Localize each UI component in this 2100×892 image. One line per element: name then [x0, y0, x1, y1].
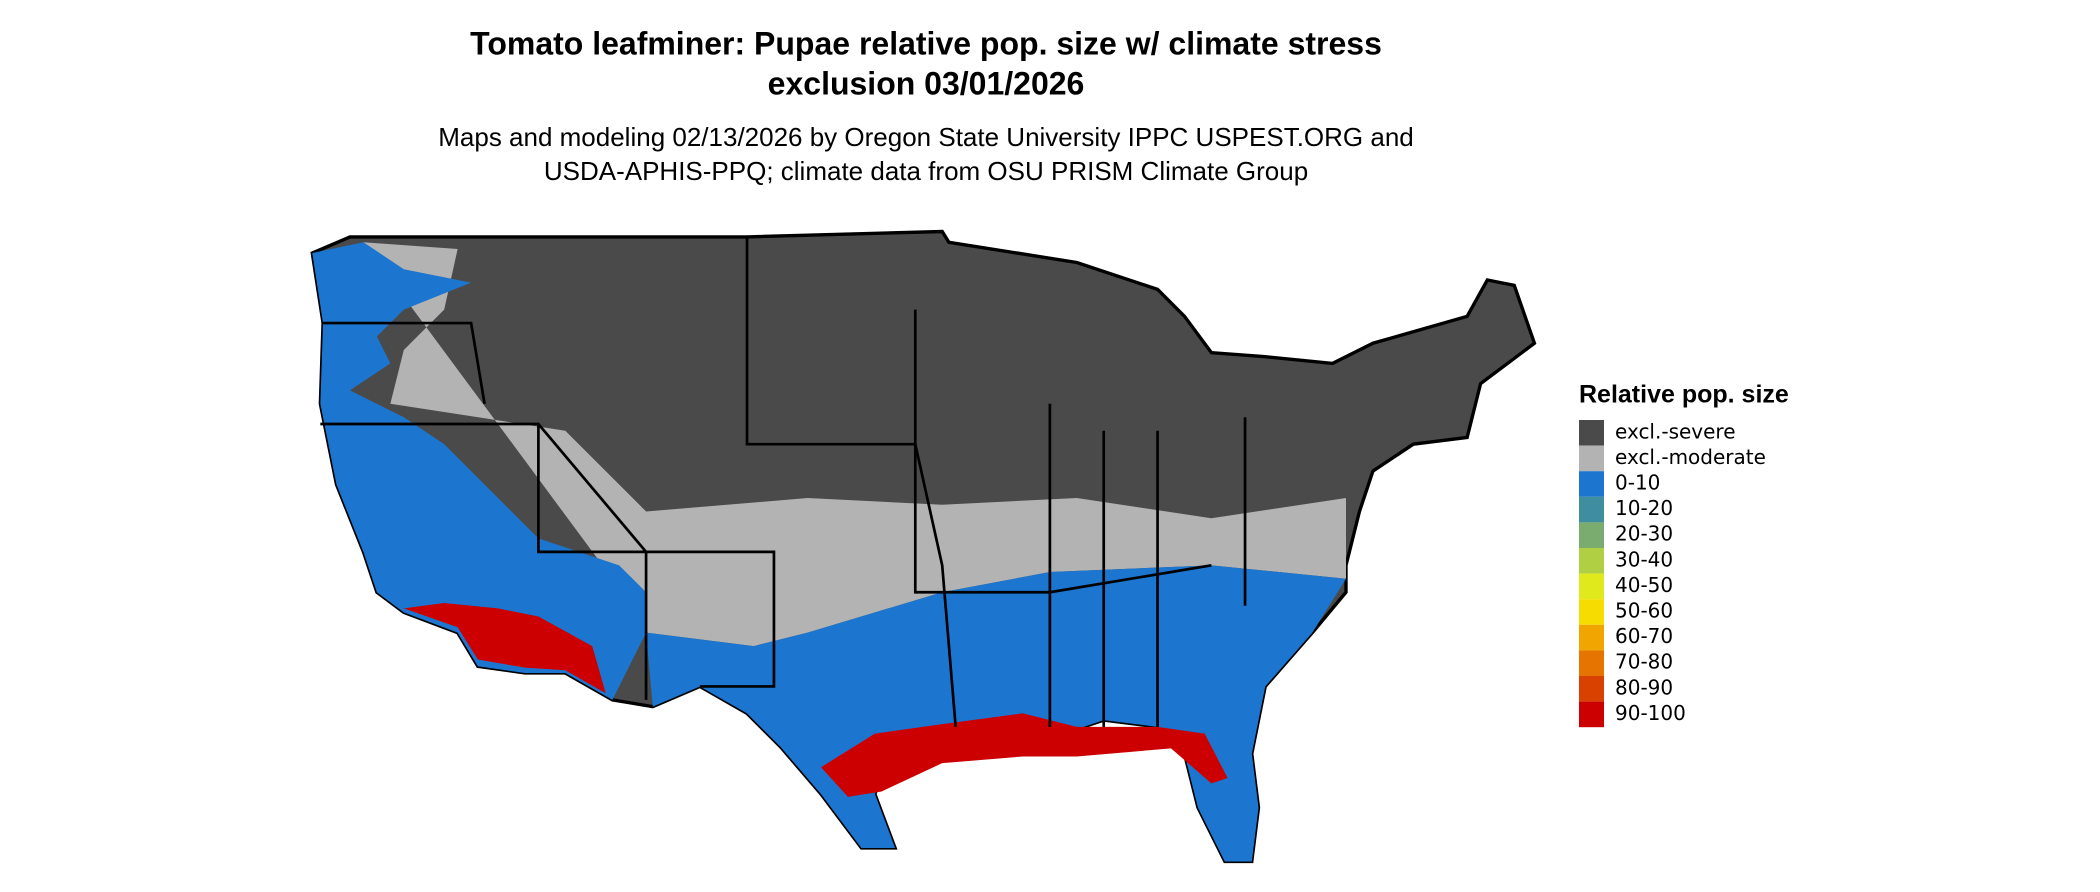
legend-swatch	[1579, 599, 1604, 625]
legend-swatch	[1579, 676, 1604, 702]
map-region-high	[821, 713, 1228, 797]
legend-label: 30-40	[1615, 547, 1673, 571]
subtitle-line: USDA-APHIS-PPQ; climate data from OSU PR…	[544, 156, 1308, 186]
legend-label: 40-50	[1615, 573, 1673, 597]
legend-title: Relative pop. size	[1579, 381, 1789, 409]
legend-label: 70-80	[1615, 650, 1673, 674]
legend-label: 10-20	[1615, 496, 1673, 520]
legend-swatch	[1579, 573, 1604, 600]
map	[310, 229, 1537, 864]
legend-label: 20-30	[1615, 522, 1673, 546]
legend-swatch	[1579, 522, 1604, 548]
legend-swatch	[1579, 496, 1604, 523]
legend-swatch	[1579, 471, 1604, 497]
state-borders	[320, 236, 1247, 727]
legend-swatch	[1579, 624, 1604, 651]
legend-label: excl.-severe	[1615, 419, 1736, 443]
legend-swatch	[1579, 445, 1604, 472]
legend-label: 90-100	[1615, 701, 1686, 725]
legend-label: 50-60	[1615, 599, 1673, 623]
map-region-low	[312, 242, 647, 700]
legend-swatch	[1579, 548, 1604, 574]
subtitle-line: Maps and modeling 02/13/2026 by Oregon S…	[438, 122, 1414, 152]
legend-label: 60-70	[1615, 624, 1673, 648]
legend-label: excl.-moderate	[1615, 445, 1766, 469]
map-region-moderate	[363, 242, 1346, 647]
legend-swatch	[1579, 420, 1604, 446]
title-line: Tomato leafminer: Pupae relative pop. si…	[470, 25, 1382, 61]
legend-swatch	[1579, 701, 1604, 728]
legend-label: 0-10	[1615, 471, 1660, 495]
legend-label: 80-90	[1615, 675, 1673, 699]
title-line: exclusion 03/01/2026	[768, 65, 1085, 101]
legend-swatch	[1579, 650, 1604, 676]
map-region-high	[403, 603, 606, 694]
map-region-low	[646, 565, 1346, 862]
legend: excl.-severeexcl.-moderate0-1010-2020-30…	[1579, 419, 1766, 728]
